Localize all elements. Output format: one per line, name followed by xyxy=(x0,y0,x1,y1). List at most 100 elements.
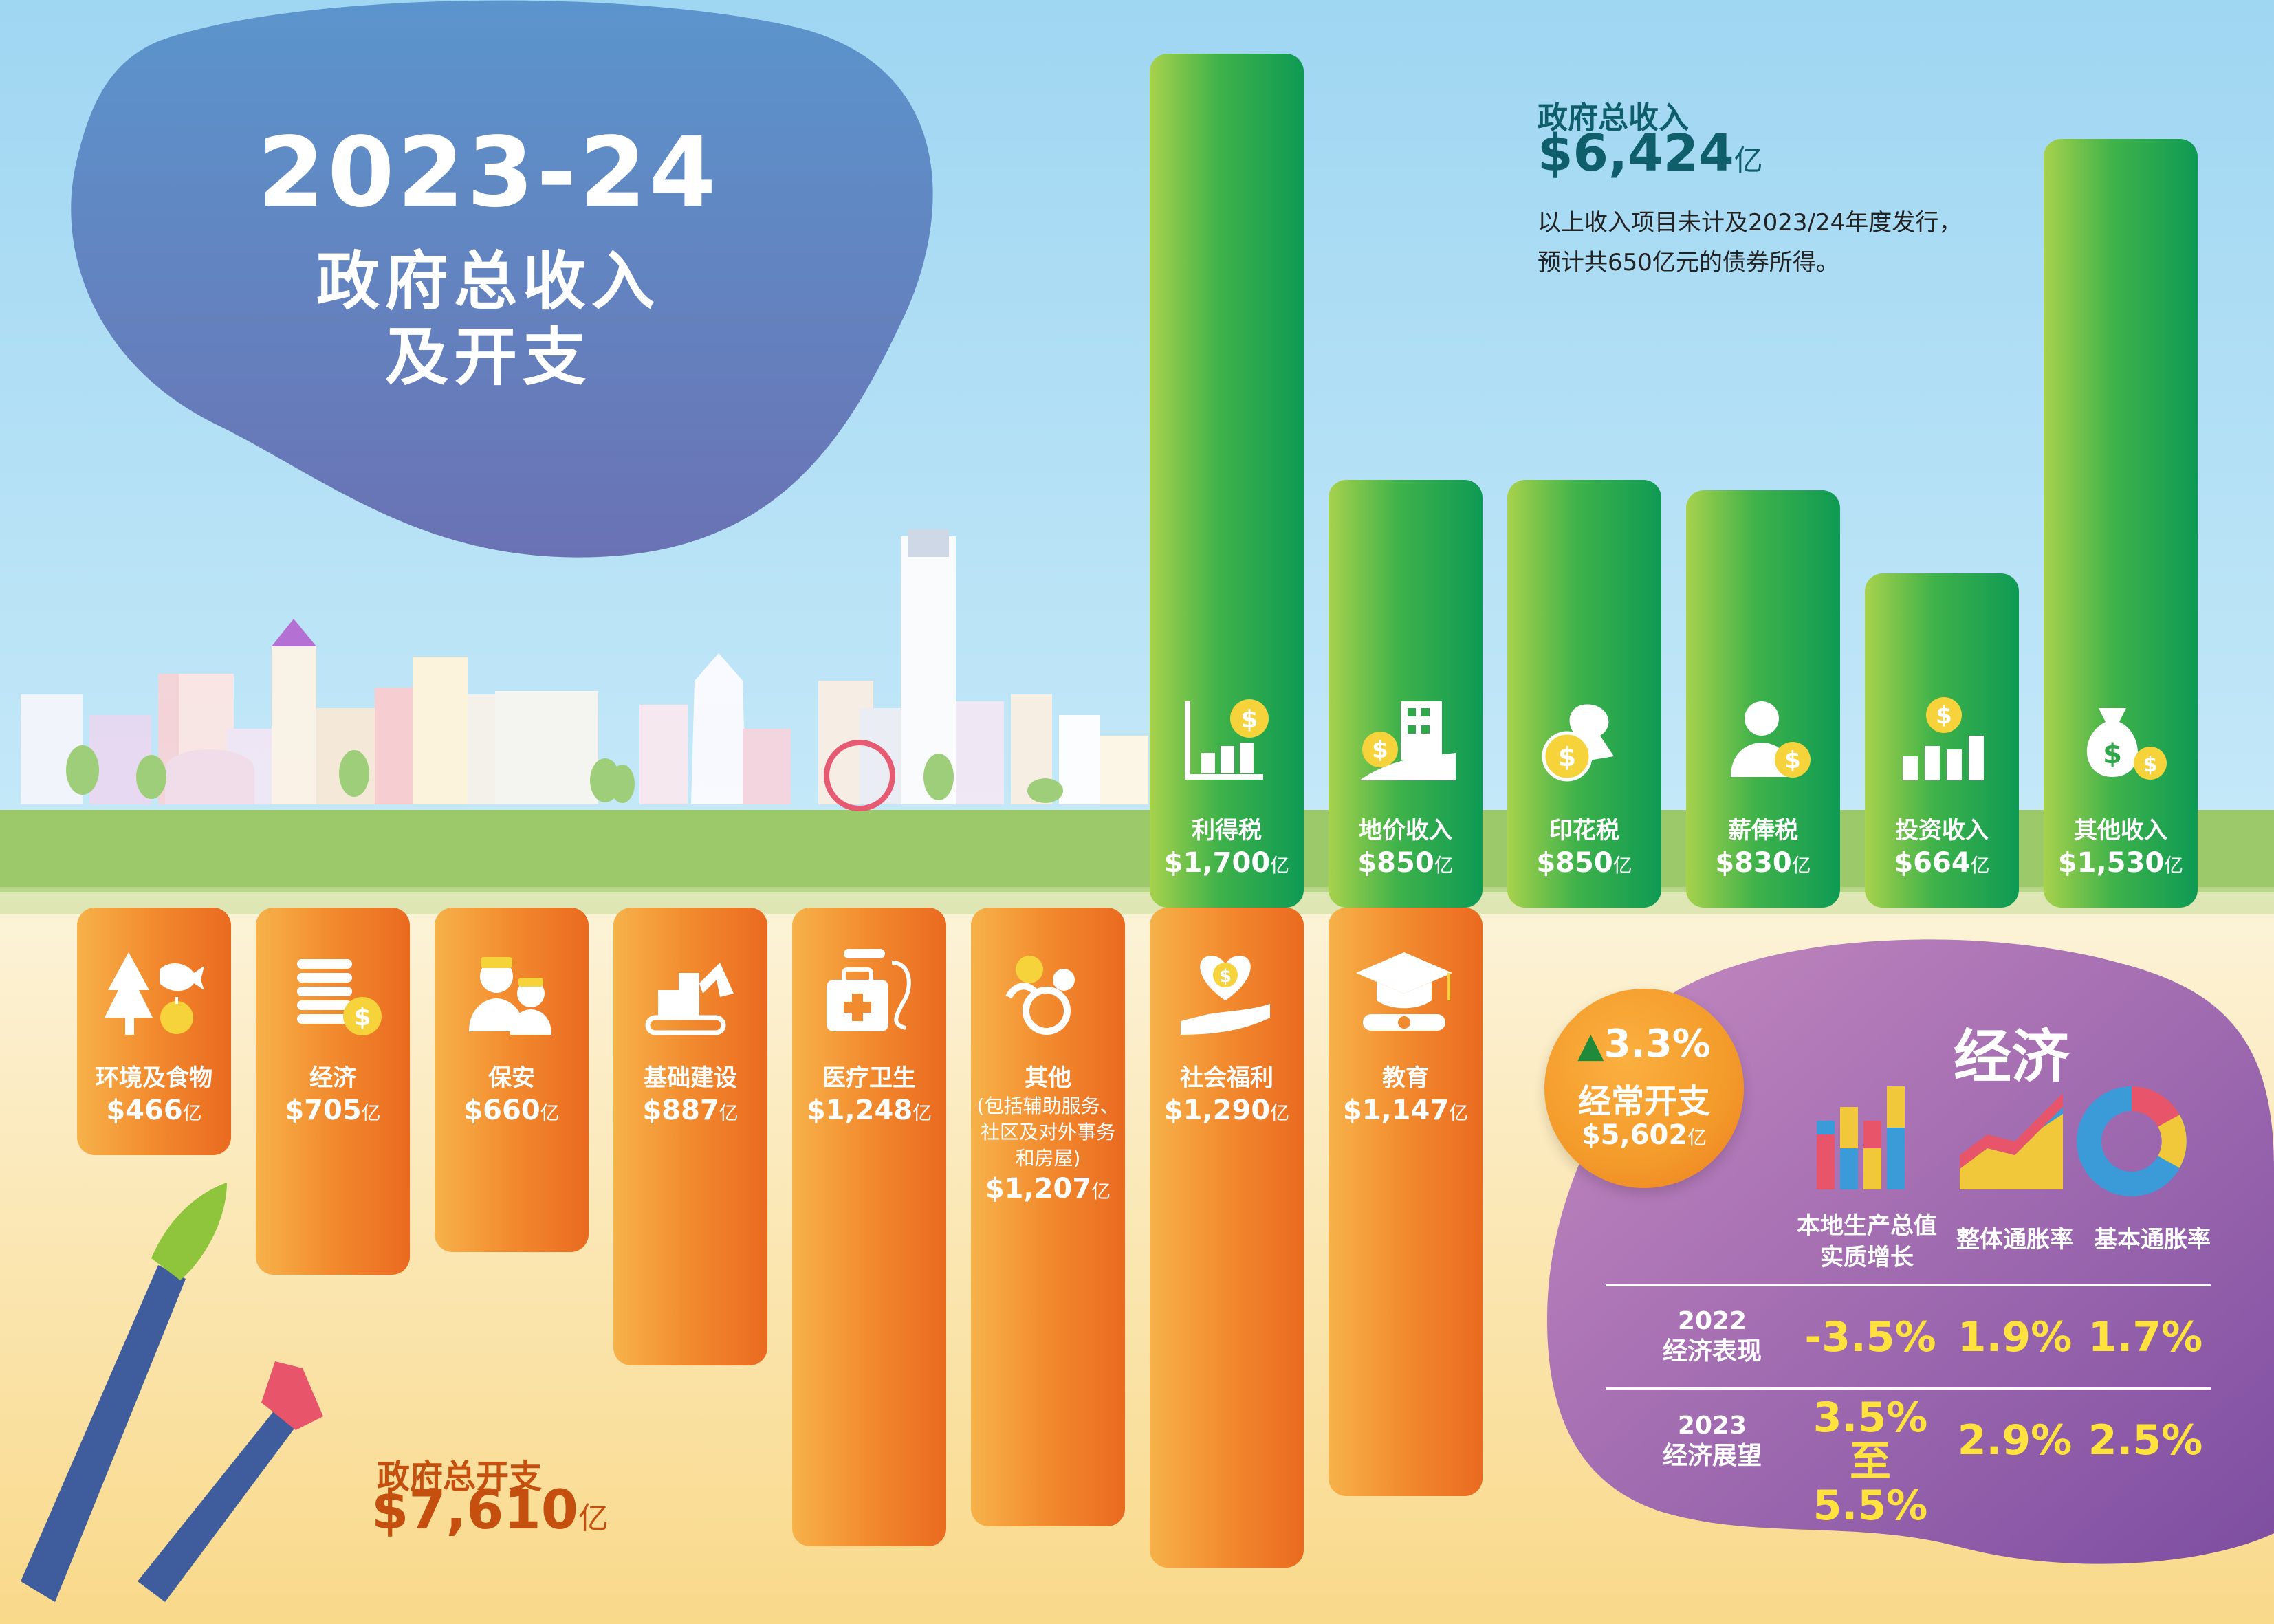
economy-heading: 经济 xyxy=(1953,1023,2069,1090)
expenditure-bar-value: $660亿 xyxy=(435,1093,589,1130)
recurrent-expenditure-badge: ▲3.3% 经常开支 $5,602亿 xyxy=(1544,989,1744,1188)
security-officers-icon xyxy=(435,942,589,1052)
economy-row-2023-year: 2023 xyxy=(1677,1412,1747,1440)
expenditure-title: 政府总开支 xyxy=(377,1458,543,1496)
economy-row-2023: 2023 经济展望 xyxy=(1650,1411,1774,1471)
recurrent-value-unit: 亿 xyxy=(1687,1126,1707,1149)
revenue-title: 政府总收入 xyxy=(1538,100,1689,135)
expenditure-bar-value-amount: $1,248 xyxy=(806,1095,913,1126)
revenue-total: $6,424亿 xyxy=(1538,124,1763,183)
underlying-2023-value: 2.5% xyxy=(2088,1416,2203,1464)
expenditure-bar-name: 其他 xyxy=(1025,1064,1071,1092)
economy-row-2023-label: 经济展望 xyxy=(1662,1442,1762,1470)
up-arrow-icon: ▲ xyxy=(1577,1025,1604,1065)
revenue-bar-value-unit: 亿 xyxy=(1791,854,1811,877)
expenditure-bar-value-unit: 亿 xyxy=(361,1101,381,1124)
family-icon xyxy=(971,942,1125,1052)
revenue-bar-value: $1,700亿 xyxy=(1150,846,1304,883)
revenue-bar-value-unit: 亿 xyxy=(1270,854,1290,877)
city-skyline xyxy=(21,529,1148,811)
expenditure-bar-value: $466亿 xyxy=(77,1093,231,1130)
revenue-bar xyxy=(1329,480,1483,908)
revenue-bar xyxy=(2044,139,2198,908)
economy-col-gdp-line1: 本地生产总值 xyxy=(1797,1212,1937,1240)
page-title-year: 2023-24 xyxy=(257,117,719,229)
revenue-bar-value-amount: $664 xyxy=(1894,847,1971,879)
revenue-bar-value: $830亿 xyxy=(1686,846,1840,883)
revenue-bar-value: $850亿 xyxy=(1329,846,1483,883)
revenue-bar xyxy=(1865,573,2019,908)
excavator-icon xyxy=(613,942,767,1052)
revenue-bar-value-amount: $1,700 xyxy=(1163,847,1271,879)
expenditure-bar-value-amount: $1,207 xyxy=(985,1173,1092,1205)
economy-icons xyxy=(1817,1086,2187,1196)
revenue-total-unit: 亿 xyxy=(1734,144,1763,177)
revenue-bar-value-unit: 亿 xyxy=(1612,854,1632,877)
expenditure-bar-label: 基础建设 $887亿 xyxy=(613,1063,767,1130)
profits-tax-chart-icon: $ xyxy=(1150,688,1304,798)
gdp-bars-icon xyxy=(1817,1086,1905,1189)
inflation-area-icon xyxy=(1960,1093,2063,1189)
expenditure-bar-detail: 社区及对外事务 xyxy=(980,1121,1115,1143)
expenditure-bar-name: 社会福利 xyxy=(1180,1064,1273,1092)
expenditure-bar-name: 基础建设 xyxy=(644,1064,737,1092)
expenditure-bar-value-unit: 亿 xyxy=(1449,1101,1469,1124)
gdp-2023-value: 3.5% 至5.5% xyxy=(1802,1396,1939,1528)
heart-hand-icon: $ xyxy=(1150,942,1304,1052)
svg-text:$: $ xyxy=(1240,705,1258,734)
expenditure-bar-value-amount: $466 xyxy=(106,1095,183,1126)
expenditure-bar-value-unit: 亿 xyxy=(182,1101,202,1124)
economy-divider-1 xyxy=(1606,1284,2211,1286)
svg-text:$: $ xyxy=(2143,753,2158,777)
revenue-bar-name: 薪俸税 xyxy=(1728,817,1798,844)
svg-text:$: $ xyxy=(1936,702,1952,729)
revenue-bar-value: $850亿 xyxy=(1507,846,1661,883)
inflation-2022-value: 1.9% xyxy=(1957,1313,2073,1361)
title-blob xyxy=(71,0,933,558)
revenue-bar-name: 地价收入 xyxy=(1359,817,1452,844)
revenue-bar-label: 薪俸税 $830亿 xyxy=(1686,815,1840,883)
expenditure-bar-value-amount: $660 xyxy=(463,1095,540,1126)
expenditure-bar-value-unit: 亿 xyxy=(912,1101,932,1124)
expenditure-bar-label: 保安 $660亿 xyxy=(435,1063,589,1130)
revenue-bar xyxy=(1686,490,1840,908)
economy-row-2022-year: 2022 xyxy=(1677,1307,1747,1335)
revenue-bar xyxy=(1507,480,1661,908)
expenditure-bar-value: $1,290亿 xyxy=(1150,1093,1304,1130)
expenditure-bar-detail: (包括辅助服务、 xyxy=(976,1095,1119,1117)
paint-brushes xyxy=(21,1183,323,1602)
revenue-bar-value-amount: $1,530 xyxy=(2057,847,2165,879)
gdp-2023-value-high: 至5.5% xyxy=(1813,1438,1928,1530)
underlying-inflation-donut-icon xyxy=(2077,1086,2187,1196)
expenditure-bar-value: $1,147亿 xyxy=(1329,1093,1483,1130)
economy-col-gdp: 本地生产总值 实质增长 xyxy=(1788,1210,1946,1273)
recurrent-value: $5,602亿 xyxy=(1544,1119,1744,1151)
revenue-note-line1: 以上收入项目未计及2023/24年度发行， xyxy=(1538,209,1963,237)
expenditure-bar-name: 医疗卫生 xyxy=(822,1064,916,1092)
expenditure-bar-value-unit: 亿 xyxy=(540,1101,560,1124)
expenditure-total: $7,610亿 xyxy=(371,1480,609,1541)
expenditure-bar xyxy=(971,908,1125,1526)
trees-decoration xyxy=(66,745,1063,803)
svg-text:$: $ xyxy=(1784,747,1801,774)
expenditure-total-unit: 亿 xyxy=(578,1501,609,1536)
expenditure-bar-value-amount: $1,147 xyxy=(1342,1095,1450,1126)
expenditure-bar-value-unit: 亿 xyxy=(719,1101,739,1124)
economy-col-inflation: 整体通胀率 xyxy=(1956,1226,2073,1253)
revenue-bar-label: 其他收入 $1,530亿 xyxy=(2044,815,2198,883)
expenditure-bar-name: 保安 xyxy=(488,1064,535,1092)
inflation-2023-value: 2.9% xyxy=(1957,1416,2073,1464)
svg-text:$: $ xyxy=(1558,742,1576,772)
recurrent-growth-value: 3.3% xyxy=(1604,1022,1711,1066)
expenditure-bar-label: 社会福利 $1,290亿 xyxy=(1150,1063,1304,1130)
land-building-icon: $ xyxy=(1329,688,1483,798)
stamp-icon: $ xyxy=(1507,688,1661,798)
money-bag-icon: $ $ xyxy=(2044,688,2198,798)
expenditure-bar-label: 经济 $705亿 xyxy=(256,1063,410,1130)
page-title-line2: 及开支 xyxy=(384,320,591,394)
economy-row-2022-label: 经济表现 xyxy=(1662,1337,1762,1365)
gdp-2023-value-low: 3.5% xyxy=(1813,1394,1928,1442)
gdp-2022-value: -3.5% xyxy=(1804,1313,1936,1361)
expenditure-bar-value-amount: $705 xyxy=(285,1095,362,1126)
